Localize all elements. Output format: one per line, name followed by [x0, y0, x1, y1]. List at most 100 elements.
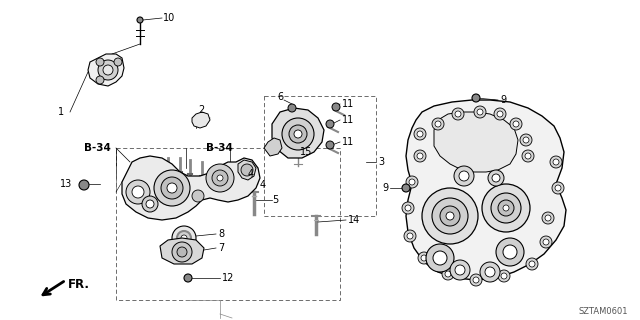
Circle shape — [422, 188, 478, 244]
Circle shape — [103, 65, 113, 75]
Polygon shape — [406, 100, 566, 280]
Circle shape — [492, 174, 500, 182]
Circle shape — [526, 258, 538, 270]
Circle shape — [414, 150, 426, 162]
Circle shape — [132, 186, 144, 198]
Circle shape — [206, 164, 234, 192]
Circle shape — [406, 176, 418, 188]
Text: 9: 9 — [500, 95, 506, 105]
Circle shape — [114, 58, 122, 66]
Circle shape — [172, 226, 196, 250]
Circle shape — [154, 170, 190, 206]
Circle shape — [426, 244, 454, 272]
Circle shape — [474, 106, 486, 118]
Text: 15: 15 — [300, 147, 312, 157]
Circle shape — [161, 177, 183, 199]
Circle shape — [282, 118, 314, 150]
Circle shape — [172, 242, 192, 262]
Circle shape — [545, 215, 551, 221]
Polygon shape — [272, 108, 324, 158]
Bar — [442, 132, 514, 166]
Text: 5: 5 — [272, 195, 278, 205]
Circle shape — [433, 251, 447, 265]
Text: 14: 14 — [348, 215, 360, 225]
Text: 1: 1 — [58, 107, 64, 117]
Circle shape — [414, 128, 426, 140]
Circle shape — [454, 166, 474, 186]
Circle shape — [432, 198, 468, 234]
Text: B-34: B-34 — [206, 143, 233, 153]
Circle shape — [288, 104, 296, 112]
Text: 11: 11 — [342, 137, 355, 147]
Circle shape — [177, 231, 191, 245]
Polygon shape — [160, 238, 204, 264]
Circle shape — [407, 233, 413, 239]
Polygon shape — [264, 138, 282, 156]
Circle shape — [450, 260, 470, 280]
Text: FR.: FR. — [68, 277, 90, 291]
Text: 12: 12 — [222, 273, 234, 283]
Circle shape — [289, 125, 307, 143]
Circle shape — [184, 274, 192, 282]
Text: 9: 9 — [382, 183, 388, 193]
Circle shape — [552, 182, 564, 194]
Circle shape — [417, 153, 423, 159]
Text: 11: 11 — [342, 115, 355, 125]
Circle shape — [167, 183, 177, 193]
Circle shape — [326, 120, 334, 128]
Circle shape — [550, 156, 562, 168]
Circle shape — [421, 255, 427, 261]
Circle shape — [501, 273, 507, 279]
Circle shape — [241, 164, 253, 176]
Text: 6: 6 — [277, 92, 283, 102]
Circle shape — [181, 235, 187, 241]
Circle shape — [503, 205, 509, 211]
Circle shape — [472, 94, 480, 102]
Polygon shape — [122, 156, 260, 220]
Circle shape — [540, 236, 552, 248]
Circle shape — [126, 180, 150, 204]
Circle shape — [96, 76, 104, 84]
Text: 11: 11 — [342, 99, 355, 109]
Circle shape — [459, 171, 469, 181]
Text: 3: 3 — [378, 157, 384, 167]
Circle shape — [177, 247, 187, 257]
Text: SZTAM0601: SZTAM0601 — [579, 308, 628, 316]
Circle shape — [98, 60, 118, 80]
Polygon shape — [238, 160, 256, 180]
Circle shape — [477, 109, 483, 115]
Circle shape — [294, 130, 302, 138]
Circle shape — [520, 134, 532, 146]
Circle shape — [555, 185, 561, 191]
Text: B-34: B-34 — [84, 143, 111, 153]
Text: 4: 4 — [248, 169, 254, 179]
Circle shape — [405, 205, 411, 211]
Circle shape — [510, 118, 522, 130]
Circle shape — [496, 238, 524, 266]
Circle shape — [192, 190, 204, 202]
Circle shape — [418, 252, 430, 264]
Circle shape — [523, 137, 529, 143]
Circle shape — [417, 131, 423, 137]
Circle shape — [142, 196, 158, 212]
Circle shape — [503, 245, 517, 259]
Circle shape — [402, 202, 414, 214]
Circle shape — [452, 108, 464, 120]
Circle shape — [217, 175, 223, 181]
Text: 7: 7 — [218, 243, 224, 253]
Circle shape — [442, 268, 454, 280]
Text: 13: 13 — [60, 179, 72, 189]
Polygon shape — [434, 112, 518, 172]
Circle shape — [498, 200, 514, 216]
Circle shape — [529, 261, 535, 267]
Circle shape — [480, 262, 500, 282]
Circle shape — [404, 230, 416, 242]
Circle shape — [146, 200, 154, 208]
Bar — [264, 96, 376, 216]
Circle shape — [491, 193, 521, 223]
Circle shape — [440, 206, 460, 226]
Circle shape — [522, 150, 534, 162]
Circle shape — [473, 277, 479, 283]
Bar — [116, 148, 340, 300]
Circle shape — [409, 179, 415, 185]
